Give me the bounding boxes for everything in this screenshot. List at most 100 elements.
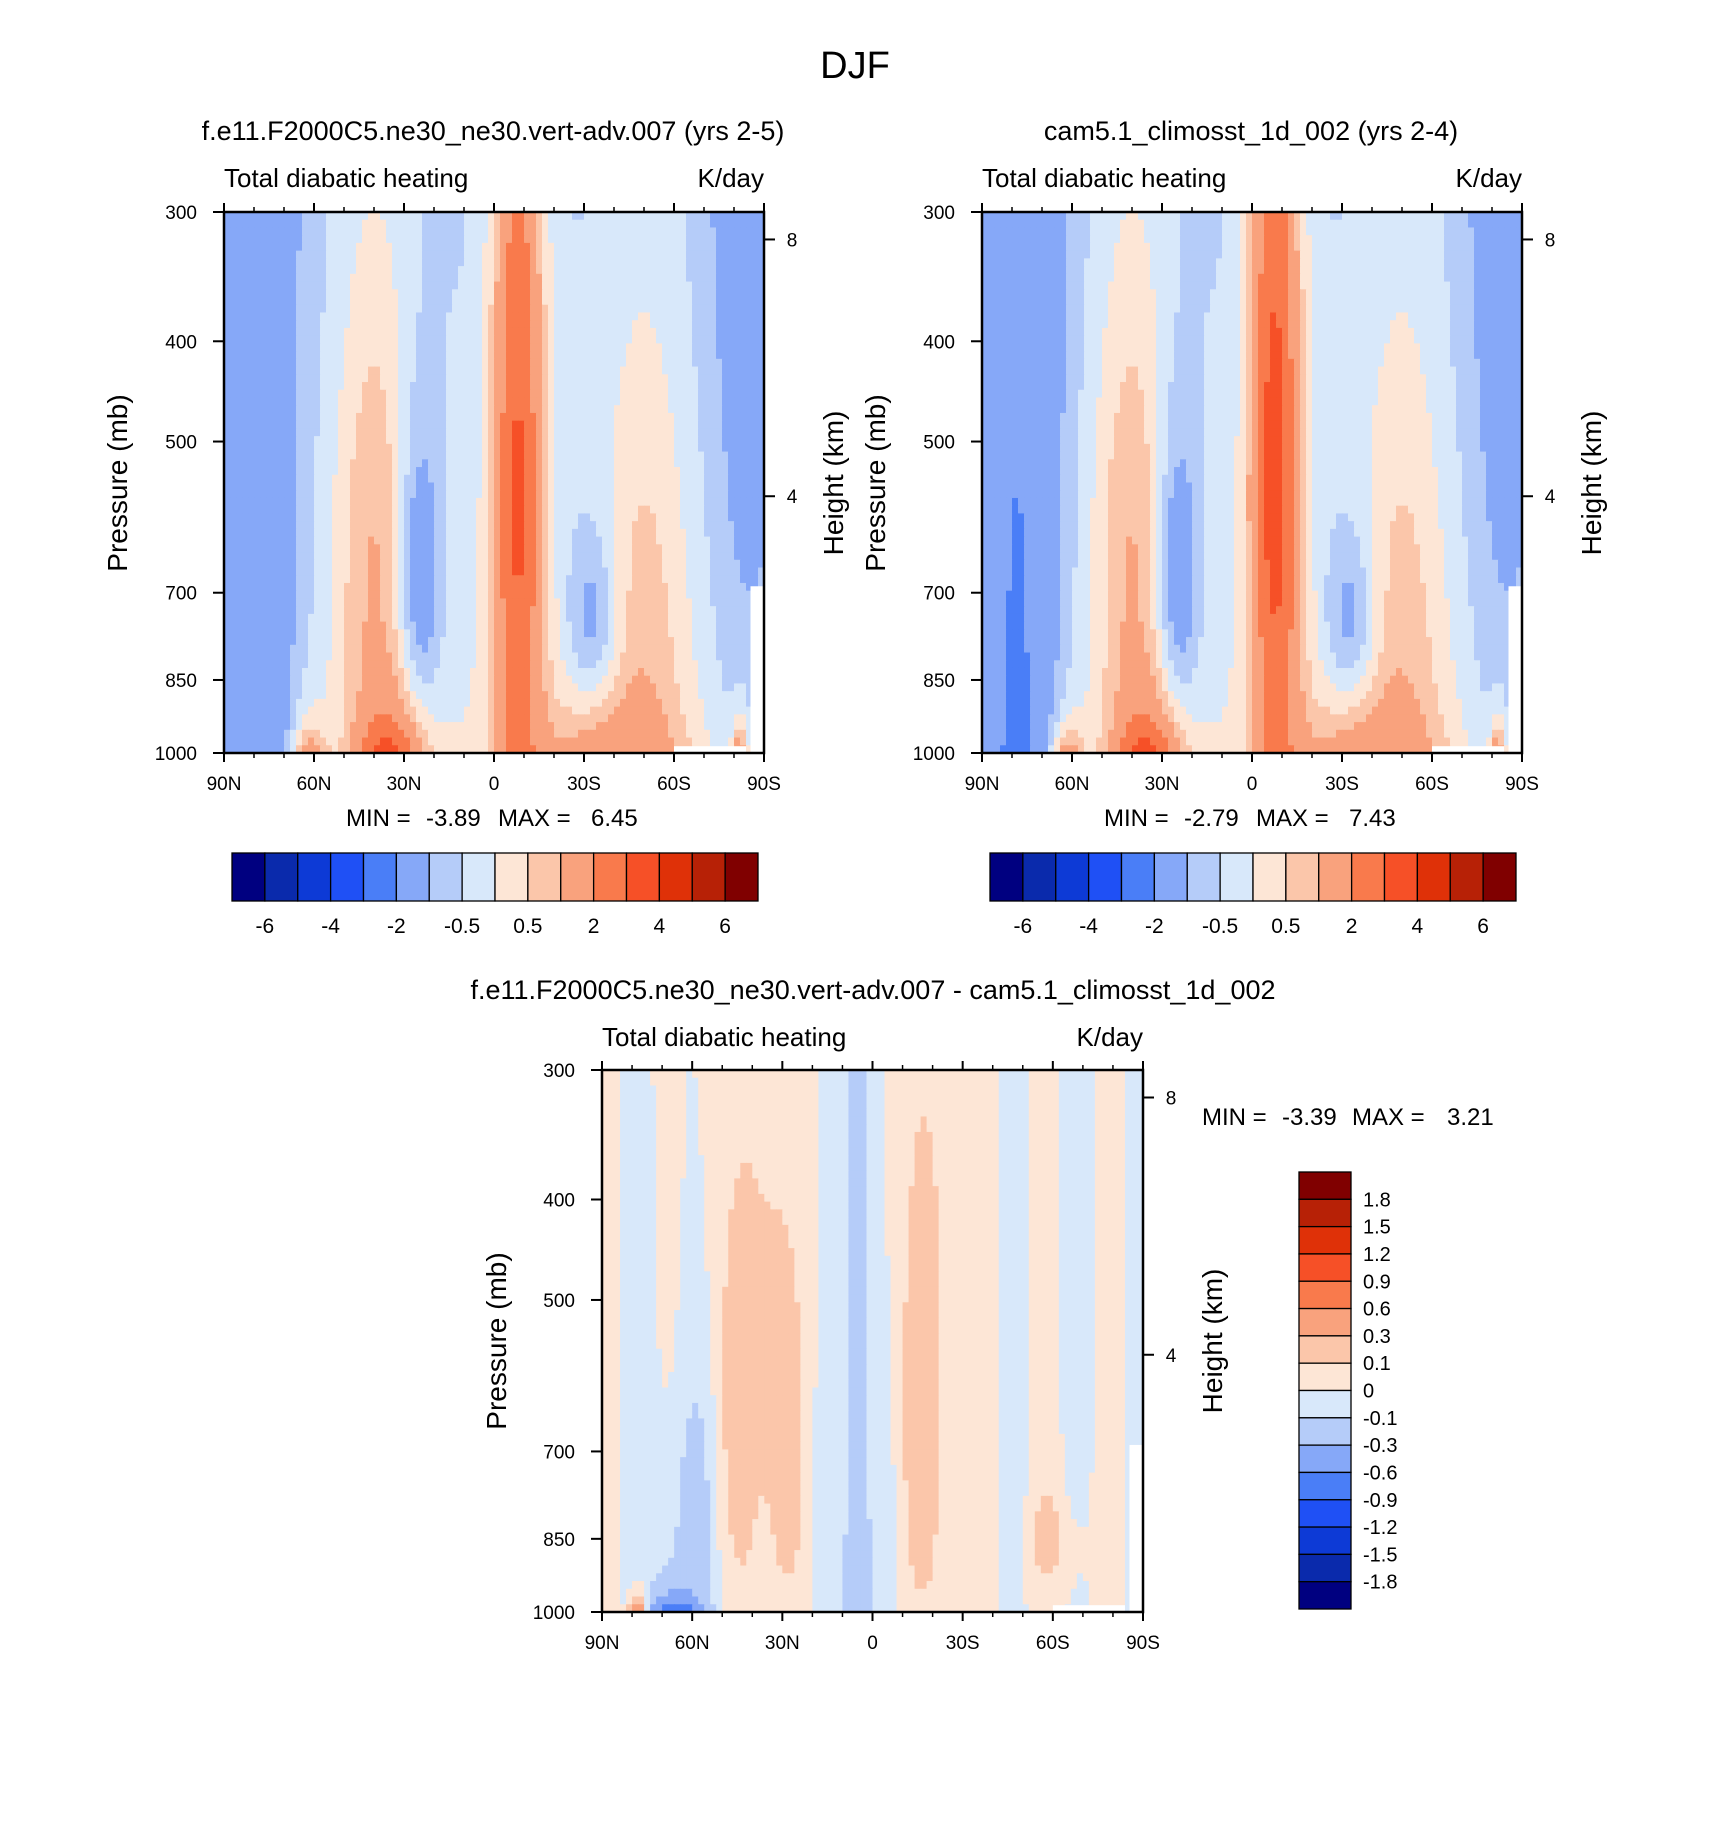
field-cell xyxy=(344,482,351,491)
field-cell xyxy=(320,436,327,445)
field-cell xyxy=(392,575,399,584)
field-cell xyxy=(668,443,675,453)
field-cell xyxy=(536,250,543,259)
field-cell xyxy=(704,327,711,337)
field-cell xyxy=(710,575,717,584)
field-cell xyxy=(650,358,657,368)
field-cell xyxy=(536,389,543,399)
field-cell xyxy=(380,327,387,337)
field-cell xyxy=(650,266,657,275)
field-cell xyxy=(392,490,399,499)
field-cell xyxy=(314,513,321,522)
field-cell xyxy=(302,351,309,360)
field-cell xyxy=(674,227,681,236)
field-cell xyxy=(626,335,633,344)
field-cell xyxy=(758,559,765,569)
field-cell xyxy=(704,258,711,267)
field-cell xyxy=(674,266,681,275)
field-cell xyxy=(698,497,705,507)
field-cell xyxy=(674,505,681,515)
field-cell xyxy=(758,235,765,244)
field-cell xyxy=(314,297,321,306)
field-cell xyxy=(638,629,645,638)
field-cell xyxy=(398,536,405,545)
field-cell xyxy=(734,505,741,515)
field-cell xyxy=(734,273,741,283)
field-cell xyxy=(230,242,237,252)
field-cell xyxy=(578,343,585,352)
field-cell xyxy=(596,289,603,298)
field-cell xyxy=(584,405,591,414)
field-cell xyxy=(548,598,555,607)
field-cell xyxy=(572,559,579,569)
field-cell xyxy=(512,436,519,445)
field-cell xyxy=(422,389,429,399)
field-cell xyxy=(644,505,651,515)
field-cell xyxy=(650,227,657,236)
field-cell xyxy=(476,436,483,445)
field-cell xyxy=(506,227,513,236)
field-cell xyxy=(560,443,567,453)
field-cell xyxy=(566,312,573,321)
field-cell xyxy=(548,374,555,383)
field-cell xyxy=(398,212,405,221)
field-cell xyxy=(326,212,333,221)
field-cell xyxy=(458,428,465,437)
field-cell xyxy=(290,258,297,267)
field-cell xyxy=(680,505,687,515)
field-cell xyxy=(524,451,531,460)
field-cell xyxy=(458,242,465,252)
field-cell xyxy=(254,351,261,360)
field-cell xyxy=(674,598,681,607)
field-cell xyxy=(656,467,663,476)
field-cell xyxy=(338,335,345,344)
field-cell xyxy=(326,343,333,352)
field-cell xyxy=(734,567,741,576)
field-cell xyxy=(752,397,759,406)
field-cell xyxy=(530,590,537,600)
field-cell xyxy=(752,405,759,414)
field-cell xyxy=(362,482,369,491)
field-cell xyxy=(494,443,501,453)
field-cell xyxy=(482,505,489,515)
field-cell xyxy=(380,621,387,630)
field-cell xyxy=(266,327,273,337)
field-cell xyxy=(590,335,597,344)
field-cell xyxy=(452,312,459,321)
field-cell xyxy=(626,428,633,437)
field-cell xyxy=(296,289,303,298)
field-cell xyxy=(596,559,603,569)
field-cell xyxy=(746,382,753,391)
field-cell xyxy=(506,428,513,437)
field-cell xyxy=(572,235,579,244)
field-cell xyxy=(602,266,609,275)
field-cell xyxy=(512,559,519,569)
field-cell xyxy=(272,582,279,592)
field-cell xyxy=(614,606,621,615)
field-cell xyxy=(230,258,237,267)
field-cell xyxy=(374,366,381,375)
field-cell xyxy=(332,250,339,259)
field-cell xyxy=(662,335,669,344)
field-cell xyxy=(266,490,273,499)
field-cell xyxy=(386,521,393,530)
field-cell xyxy=(734,552,741,561)
field-cell xyxy=(710,443,717,453)
field-cell xyxy=(530,621,537,630)
field-cell xyxy=(260,613,267,623)
field-cell xyxy=(422,490,429,499)
field-cell xyxy=(488,235,495,244)
field-cell xyxy=(704,505,711,515)
field-cell xyxy=(500,250,507,259)
field-cell xyxy=(290,497,297,507)
field-cell xyxy=(650,327,657,337)
field-cell xyxy=(590,544,597,553)
field-cell xyxy=(614,590,621,600)
field-cell xyxy=(578,382,585,391)
field-cell xyxy=(716,235,723,244)
field-cell xyxy=(512,366,519,375)
field-cell xyxy=(272,521,279,530)
field-cell xyxy=(392,420,399,429)
field-cell xyxy=(500,351,507,360)
field-cell xyxy=(752,436,759,445)
